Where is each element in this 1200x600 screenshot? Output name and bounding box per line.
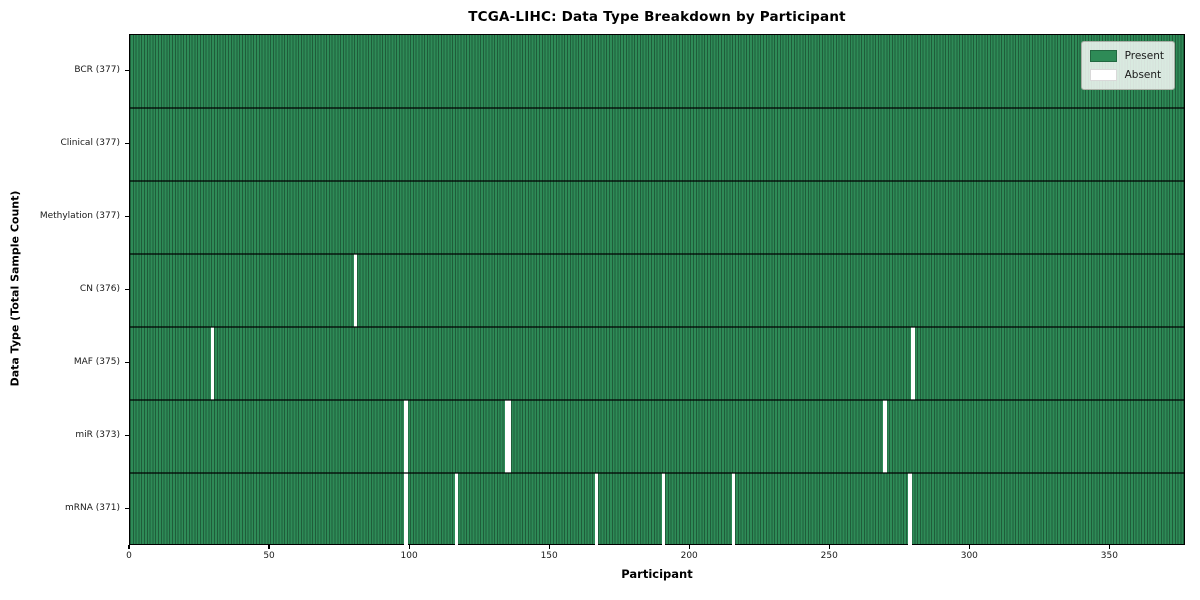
ytick-label: BCR (377)	[74, 65, 120, 75]
xtick-mark	[128, 545, 130, 549]
absent-marker	[731, 473, 736, 546]
ytick-label: CN (376)	[79, 284, 120, 294]
ytick-mark	[125, 434, 129, 437]
absent-swatch-icon	[1089, 69, 1117, 81]
row-separator	[130, 180, 1184, 182]
absent-marker	[661, 473, 666, 546]
xtick-mark	[968, 545, 970, 549]
xtick-mark	[1108, 545, 1110, 549]
plot-area: Present Absent	[129, 34, 1185, 546]
absent-marker	[911, 327, 915, 400]
absent-marker	[908, 473, 912, 546]
xtick-label: 50	[263, 551, 275, 561]
absent-marker	[404, 400, 408, 473]
xtick-mark	[548, 545, 550, 549]
ytick-mark	[125, 215, 129, 218]
ytick-label: mRNA (371)	[65, 503, 120, 513]
absent-marker	[210, 327, 215, 400]
xtick-label: 250	[820, 551, 838, 561]
xtick-label: 150	[540, 551, 558, 561]
absent-marker	[353, 254, 358, 327]
xtick-mark	[268, 545, 270, 549]
present-swatch-icon	[1089, 50, 1117, 62]
absent-marker	[507, 400, 512, 473]
xtick-label: 300	[960, 551, 978, 561]
chart-title: TCGA-LIHC: Data Type Breakdown by Partic…	[468, 9, 846, 25]
ytick-label: Clinical (377)	[60, 138, 120, 148]
absent-marker	[505, 400, 509, 473]
xtick-label: 350	[1100, 551, 1118, 561]
ytick-mark	[125, 288, 129, 291]
legend-label-absent: Absent	[1124, 69, 1162, 81]
absent-marker	[404, 473, 408, 546]
legend: Present Absent	[1080, 41, 1175, 90]
xtick-label: 0	[126, 551, 132, 561]
legend-label-present: Present	[1124, 50, 1164, 62]
xtick-mark	[408, 545, 410, 549]
ytick-mark	[125, 142, 129, 145]
row-separator	[130, 326, 1184, 328]
xtick-mark	[688, 545, 690, 549]
ytick-mark	[125, 507, 129, 510]
row-separator	[130, 253, 1184, 255]
absent-marker	[883, 400, 887, 473]
absent-marker	[454, 473, 458, 546]
row-separator	[130, 472, 1184, 474]
xtick-label: 200	[680, 551, 698, 561]
xtick-label: 100	[400, 551, 418, 561]
absent-marker	[594, 473, 599, 546]
ytick-label: miR (373)	[75, 430, 120, 440]
ytick-label: Methylation (377)	[39, 211, 120, 221]
row-separator	[130, 107, 1184, 109]
ytick-label: MAF (375)	[73, 357, 120, 367]
xtick-mark	[828, 545, 830, 549]
ytick-mark	[125, 69, 129, 72]
legend-item-absent: Absent	[1089, 67, 1164, 83]
ytick-mark	[125, 361, 129, 364]
row-separator	[130, 399, 1184, 401]
legend-item-present: Present	[1089, 48, 1164, 64]
x-axis-title: Participant	[621, 567, 693, 581]
